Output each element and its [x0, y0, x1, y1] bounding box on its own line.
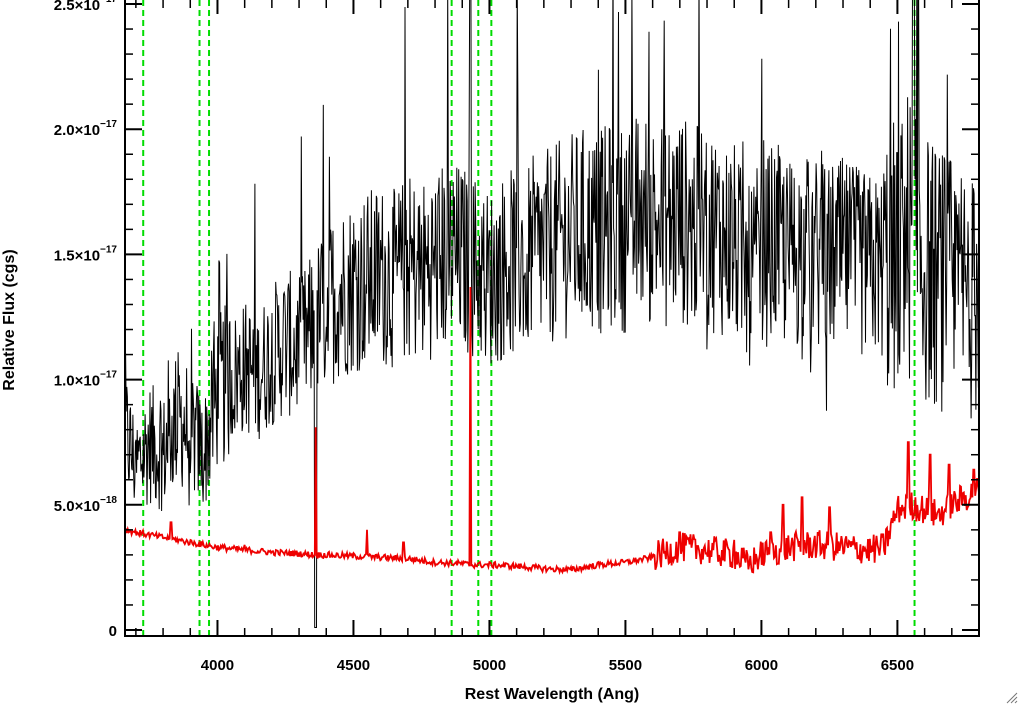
- plot-frame: [124, 0, 980, 637]
- x-tick-label: 5500: [609, 657, 642, 674]
- y-tick-label: 0: [109, 623, 117, 640]
- x-tick-label: 4500: [337, 657, 370, 674]
- y-tick-label: 1.5×10−17: [54, 244, 118, 264]
- y-axis: 0 5.0×10−18 1.0×10−17 1.5×10−17 2.0×10−17 2.5…: [54, 0, 979, 640]
- y-tick-label: 2.0×10−17: [54, 119, 118, 139]
- x-tick-label: 5000: [473, 657, 506, 674]
- x-axis: 4000 4500 5000 5500 6000 6500: [135, 0, 980, 674]
- sky-spectrum-line: [125, 286, 979, 576]
- x-tick-label: 6500: [881, 657, 914, 674]
- spectrum-series: [125, 0, 979, 628]
- y-tick-label: 2.5×10−17: [54, 0, 118, 14]
- x-tick-label: 6000: [745, 657, 778, 674]
- observed-spectrum-line: [125, 0, 979, 628]
- y-tick-label: 1.0×10−17: [54, 370, 118, 390]
- x-tick-label: 4000: [201, 657, 234, 674]
- x-axis-label: Rest Wavelength (Ang): [465, 686, 640, 703]
- resize-grip-icon[interactable]: [1006, 692, 1018, 704]
- y-axis-label: Relative Flux (cgs): [1, 249, 18, 390]
- y-tick-label: 5.0×10−18: [54, 495, 118, 515]
